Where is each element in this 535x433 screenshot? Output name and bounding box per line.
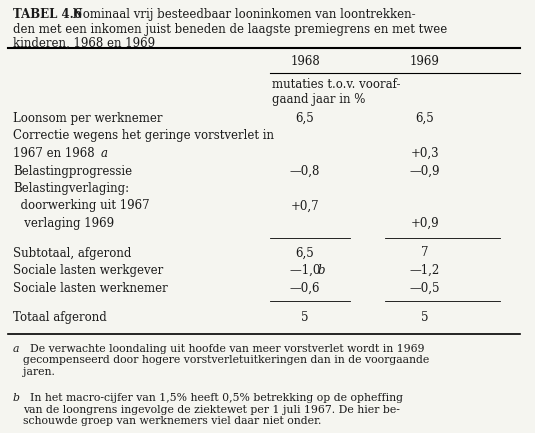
Text: 5: 5 xyxy=(301,311,309,324)
Text: +0,7: +0,7 xyxy=(291,200,319,213)
Text: 6,5: 6,5 xyxy=(296,246,315,259)
Text: Totaal afgerond: Totaal afgerond xyxy=(13,311,107,324)
Text: Loonsom per werknemer: Loonsom per werknemer xyxy=(13,112,163,125)
Text: 5: 5 xyxy=(421,311,429,324)
Text: —0,9: —0,9 xyxy=(410,165,440,178)
Text: Correctie wegens het geringe vorstverlet in: Correctie wegens het geringe vorstverlet… xyxy=(13,129,274,142)
Text: Sociale lasten werknemer: Sociale lasten werknemer xyxy=(13,281,168,294)
Text: 1967 en 1968: 1967 en 1968 xyxy=(13,147,98,160)
Text: —1,2: —1,2 xyxy=(410,264,440,277)
Text: +0,3: +0,3 xyxy=(411,147,439,160)
Text: Subtotaal, afgerond: Subtotaal, afgerond xyxy=(13,246,132,259)
Text: 6,5: 6,5 xyxy=(416,112,434,125)
Text: b: b xyxy=(318,264,325,277)
Text: a: a xyxy=(101,147,108,160)
Text: 1968: 1968 xyxy=(290,55,320,68)
Text: —1,0: —1,0 xyxy=(290,264,323,277)
Text: den met een inkomen juist beneden de laagste premiegrens en met twee: den met een inkomen juist beneden de laa… xyxy=(13,23,447,36)
Text: +0,9: +0,9 xyxy=(411,217,439,230)
Text: kinderen, 1968 en 1969: kinderen, 1968 en 1969 xyxy=(13,37,155,50)
Text: a: a xyxy=(13,343,19,353)
Text: doorwerking uit 1967: doorwerking uit 1967 xyxy=(13,200,150,213)
Text: —0,6: —0,6 xyxy=(290,281,320,294)
Text: —0,5: —0,5 xyxy=(410,281,440,294)
Text: verlaging 1969: verlaging 1969 xyxy=(13,217,114,230)
Text: Belastingverlaging:: Belastingverlaging: xyxy=(13,182,129,195)
Text: Sociale lasten werkgever: Sociale lasten werkgever xyxy=(13,264,163,277)
Text: 7: 7 xyxy=(421,246,429,259)
Text: —0,8: —0,8 xyxy=(290,165,320,178)
Text: 6,5: 6,5 xyxy=(296,112,315,125)
Text: mutaties t.o.v. vooraf-
gaand jaar in %: mutaties t.o.v. vooraf- gaand jaar in % xyxy=(272,78,401,106)
Text: TABEL 4.6: TABEL 4.6 xyxy=(13,8,82,21)
Text: In het macro-cijfer van 1,5% heeft 0,5% betrekking op de opheffing
van de loongr: In het macro-cijfer van 1,5% heeft 0,5% … xyxy=(23,393,403,426)
Text: b: b xyxy=(13,393,20,403)
Text: 1969: 1969 xyxy=(410,55,440,68)
Text: Nominaal vrij besteedbaar looninkomen van loontrekken-: Nominaal vrij besteedbaar looninkomen va… xyxy=(65,8,416,21)
Text: De verwachte loondaling uit hoofde van meer vorstverlet wordt in 1969
gecompense: De verwachte loondaling uit hoofde van m… xyxy=(23,343,429,377)
Text: Belastingprogressie: Belastingprogressie xyxy=(13,165,132,178)
